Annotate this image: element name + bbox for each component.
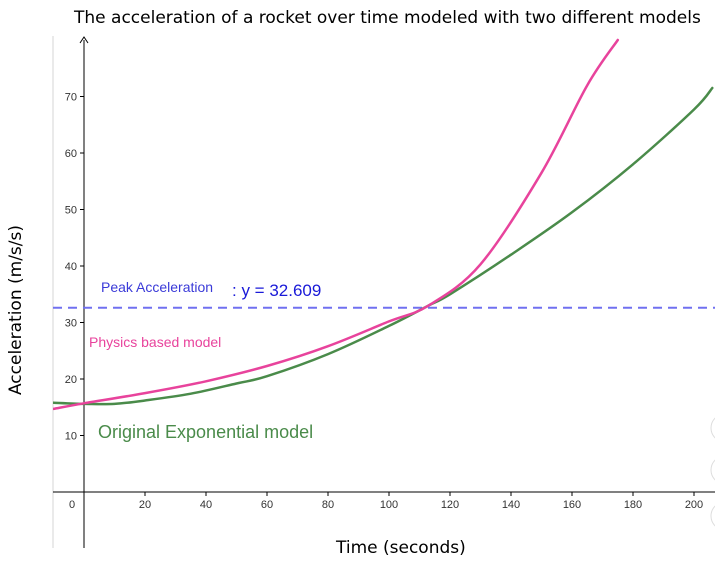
y-tick-label: 30 bbox=[65, 318, 77, 330]
series-label-physics: Physics based model bbox=[89, 334, 221, 350]
x-tick-label: 120 bbox=[441, 499, 459, 511]
y-axis-label: Acceleration (m/s/s) bbox=[6, 224, 26, 396]
x-ticks: 0 20 40 60 80 100 120 140 160 180 200 bbox=[69, 492, 703, 511]
x-tick-label: 140 bbox=[502, 499, 520, 511]
view-control-circle[interactable] bbox=[710, 414, 715, 442]
view-control-circle[interactable] bbox=[710, 502, 715, 530]
series-line-physics bbox=[53, 38, 620, 411]
x-tick-label: 0 bbox=[69, 499, 75, 511]
x-tick-label: 20 bbox=[139, 499, 151, 511]
y-tick-label: 10 bbox=[65, 431, 77, 443]
x-tick-label: 160 bbox=[563, 499, 581, 511]
series-group bbox=[53, 38, 714, 411]
x-tick-label: 180 bbox=[624, 499, 642, 511]
y-axis-arrow bbox=[79, 36, 89, 44]
series-line-exponential bbox=[53, 86, 714, 406]
reference-line-equation: : y = 32.609 bbox=[232, 281, 321, 300]
reference-line-label: Peak Acceleration bbox=[101, 279, 213, 295]
x-tick-label: 60 bbox=[261, 499, 273, 511]
series-label-exponential: Original Exponential model bbox=[98, 422, 313, 442]
x-tick-label: 80 bbox=[322, 499, 334, 511]
y-tick-label: 20 bbox=[65, 374, 77, 386]
y-tick-label: 70 bbox=[65, 92, 77, 104]
y-ticks: 10 20 30 40 50 60 70 bbox=[65, 92, 84, 443]
y-tick-label: 40 bbox=[65, 261, 77, 273]
y-tick-label: 50 bbox=[65, 205, 77, 217]
x-tick-label: 100 bbox=[380, 499, 398, 511]
x-tick-label: 40 bbox=[200, 499, 212, 511]
view-control-circle[interactable] bbox=[710, 456, 715, 484]
x-axis-label: Time (seconds) bbox=[336, 538, 466, 558]
x-tick-label: 200 bbox=[685, 499, 703, 511]
chart-title: The acceleration of a rocket over time m… bbox=[74, 8, 701, 28]
y-tick-label: 60 bbox=[65, 148, 77, 160]
